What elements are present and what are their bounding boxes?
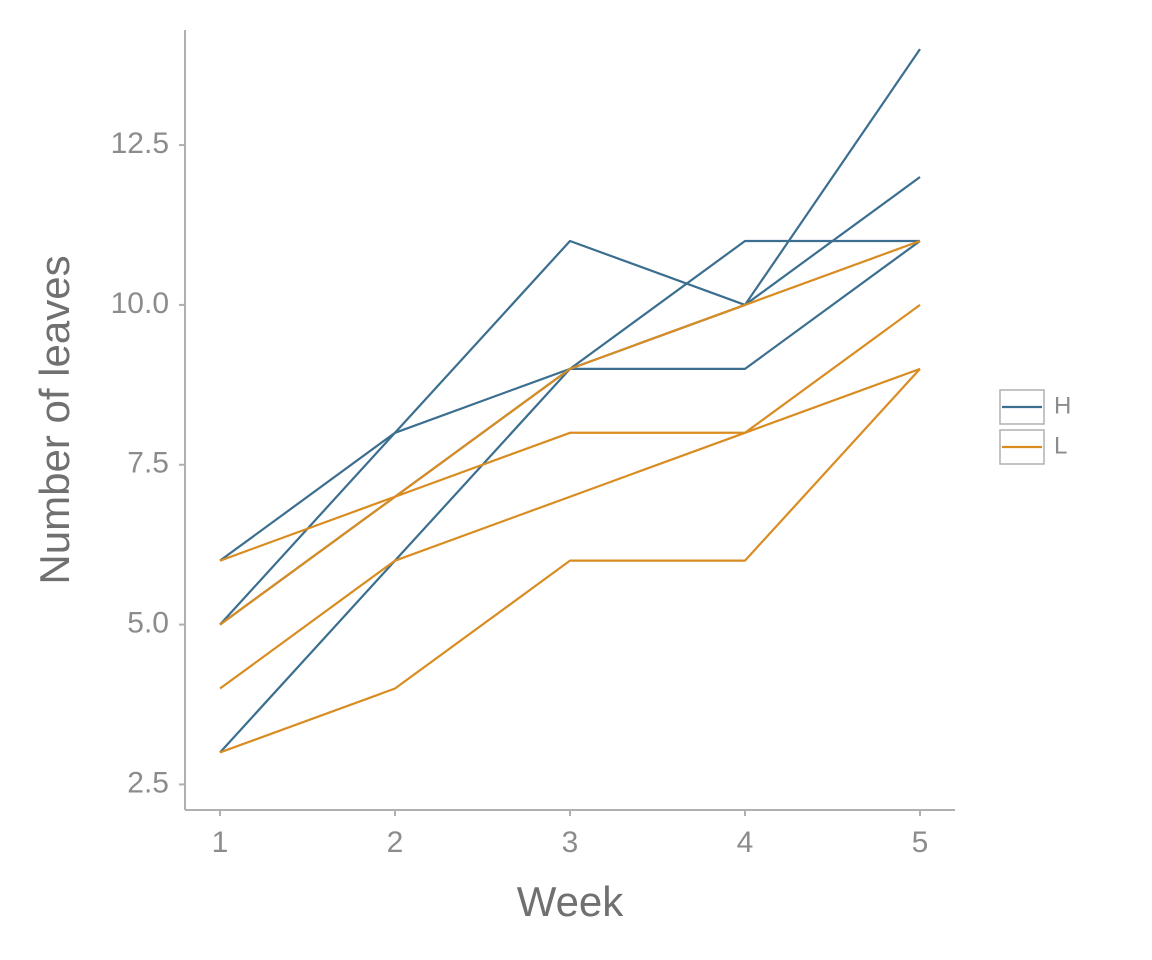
- legend-label: L: [1054, 432, 1067, 459]
- x-tick-label: 4: [737, 826, 754, 859]
- line-chart: 1 2 3 4 5 2.5 5.0 7.5 10.0 12.5 Week Number of leav…: [0, 0, 1152, 960]
- y-tick-label: 10.0: [111, 287, 169, 320]
- y-tick-label: 5.0: [127, 607, 169, 640]
- y-tick-label: 7.5: [127, 447, 169, 480]
- y-tick-label: 12.5: [111, 127, 169, 160]
- x-tick-label: 1: [212, 826, 229, 859]
- y-tick-label: 2.5: [127, 766, 169, 799]
- x-tick-label: 3: [562, 826, 579, 859]
- x-tick-label: 2: [387, 826, 404, 859]
- y-axis-title: Number of leaves: [31, 255, 78, 584]
- legend-label: H: [1054, 392, 1071, 419]
- chart-container: 1 2 3 4 5 2.5 5.0 7.5 10.0 12.5 Week Number of leav…: [0, 0, 1152, 960]
- x-tick-label: 5: [912, 826, 929, 859]
- x-axis-title: Week: [517, 878, 625, 925]
- plot-area: [185, 30, 955, 810]
